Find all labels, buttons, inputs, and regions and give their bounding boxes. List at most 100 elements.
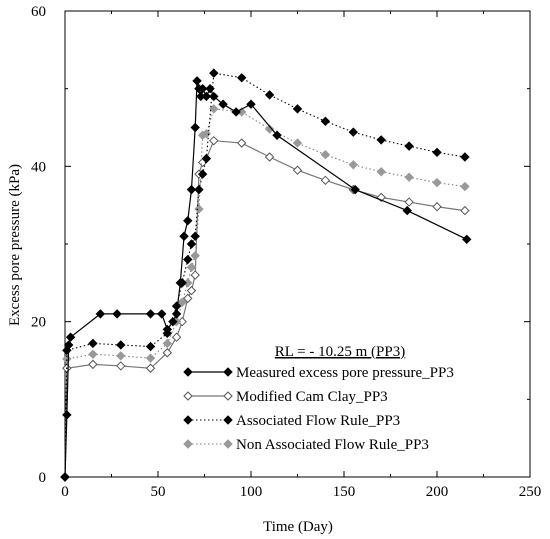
y-tick-label: 0: [39, 470, 47, 486]
data-point: [460, 205, 470, 216]
data-point: [209, 91, 219, 102]
data-point: [246, 99, 256, 109]
data-point: [292, 104, 303, 114]
data-point: [376, 167, 386, 177]
series-layer: [60, 68, 472, 482]
legend-item-measured-excess-pore-pressure-pp3: Measured excess pore pressure_PP3: [183, 365, 454, 381]
data-point: [190, 122, 200, 133]
data-point: [272, 130, 282, 140]
data-point: [404, 172, 414, 182]
plot-frame: [64, 10, 531, 478]
series-modified-cam-clay-pp3: [60, 135, 470, 482]
legend-item-modified-cam-clay-pp3: Modified Cam Clay_PP3: [183, 389, 388, 405]
data-point: [145, 363, 156, 373]
legend-label: Associated Flow Rule_PP3: [236, 413, 400, 429]
data-point: [218, 99, 228, 109]
legend-marker: [223, 391, 233, 401]
axes: 0 50 100 150 200 250 0 20 40 60: [31, 4, 541, 500]
legend-marker: [223, 439, 233, 449]
data-point: [162, 348, 173, 358]
data-point: [231, 107, 241, 117]
data-point: [190, 250, 200, 261]
data-point: [209, 104, 219, 114]
legend-marker: [183, 415, 193, 425]
data-point: [168, 316, 178, 327]
legend-label: Measured excess pore pressure_PP3: [236, 365, 454, 381]
data-point: [404, 197, 414, 207]
data-point: [116, 351, 126, 361]
legend-marker: [223, 367, 233, 377]
x-tick-label: 0: [61, 484, 69, 500]
data-point: [186, 262, 197, 273]
data-point: [95, 309, 106, 319]
legend-marker: [183, 391, 193, 401]
plot-area: [64, 10, 531, 478]
data-point: [112, 309, 122, 319]
series-associated-flow-rule-pp3: [60, 68, 470, 482]
legend-item-associated-flow-rule-pp3: Associated Flow Rule_PP3: [183, 413, 400, 429]
data-point: [162, 338, 173, 349]
data-point: [348, 160, 359, 170]
data-point: [145, 341, 156, 352]
data-point: [88, 359, 98, 370]
y-tick-label: 60: [31, 4, 46, 20]
legend: RL = - 10.25 m (PP3) Measured excess por…: [183, 344, 454, 453]
legend-marker: [183, 367, 193, 377]
data-point: [190, 231, 200, 241]
data-point: [186, 285, 197, 296]
legend-marker: [183, 439, 193, 449]
data-point: [183, 293, 193, 304]
data-point: [350, 184, 360, 195]
data-point: [462, 234, 472, 245]
data-point: [183, 254, 193, 265]
data-point: [320, 175, 331, 186]
legend-label: Modified Cam Clay_PP3: [236, 389, 388, 405]
data-point: [177, 297, 187, 307]
data-point: [209, 68, 219, 78]
data-point: [162, 324, 173, 335]
data-point: [157, 309, 167, 319]
data-point: [264, 152, 275, 162]
data-point: [88, 338, 98, 349]
data-point: [116, 340, 126, 350]
data-point: [402, 205, 412, 216]
data-point: [404, 141, 414, 151]
legend-label: Non Associated Flow Rule_PP3: [236, 437, 429, 453]
data-point: [186, 239, 197, 249]
x-tick-label: 150: [333, 484, 356, 500]
data-point: [292, 138, 303, 148]
data-point: [292, 165, 303, 175]
data-point: [236, 73, 247, 83]
data-point: [205, 83, 215, 94]
data-point: [209, 135, 219, 146]
y-axis-label: Excess pore pressure (kPa): [7, 164, 23, 326]
series-measured-excess-pore-pressure-pp3: [60, 76, 472, 482]
data-point: [192, 76, 202, 86]
data-point: [376, 135, 386, 145]
data-point: [88, 349, 98, 359]
data-point: [460, 152, 470, 162]
data-point: [194, 184, 204, 195]
data-point: [432, 147, 442, 158]
data-point: [197, 169, 208, 179]
data-point: [264, 124, 275, 134]
y-tick-label: 20: [31, 315, 46, 331]
x-tick-label: 100: [240, 484, 263, 500]
data-point: [64, 340, 74, 350]
legend-title: RL = - 10.25 m (PP3): [275, 344, 405, 360]
data-point: [320, 149, 331, 160]
data-point: [171, 332, 182, 342]
data-point: [348, 127, 359, 137]
data-point: [190, 270, 200, 280]
data-point: [197, 83, 208, 94]
data-point: [186, 184, 197, 195]
data-point: [62, 410, 72, 420]
data-point: [194, 204, 204, 214]
legend-item-non-associated-flow-rule-pp3: Non Associated Flow Rule_PP3: [183, 437, 429, 453]
x-axis-label: Time (Day): [263, 519, 333, 535]
x-tick-label: 250: [519, 484, 542, 500]
x-tick-label: 50: [151, 484, 166, 500]
data-point: [65, 332, 76, 342]
data-point: [183, 215, 193, 226]
